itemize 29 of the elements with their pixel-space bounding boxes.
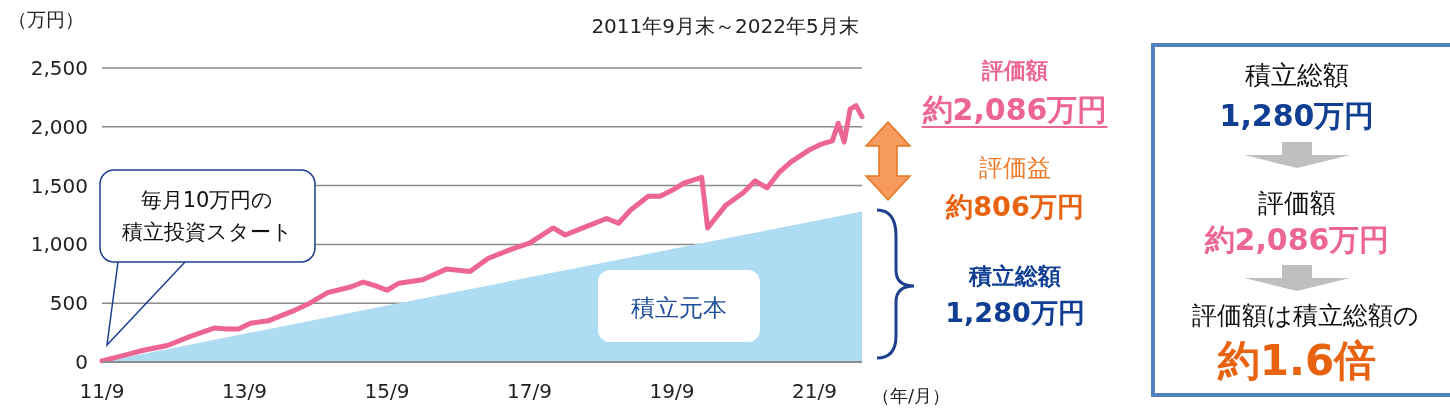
x-tick-label: 11/9 [79,379,125,403]
series-label: 積立元本 [631,294,727,322]
y-axis-title: （万円） [8,8,84,30]
chart-subtitle: 2011年9月末～2022年5月末 [591,14,859,38]
y-tick-label: 0 [75,350,88,374]
text: 1,280万円 [1219,98,1375,133]
text: 評価額 [1258,188,1336,218]
text: 評価額は積立総額の [1191,301,1419,330]
x-tick-label: 15/9 [364,379,410,403]
text: 約2,086万円 [1203,222,1390,257]
x-axis-title: （年/月） [872,385,951,406]
text: 評価額 [981,58,1048,83]
x-tick-label: 19/9 [649,379,695,403]
text: 約1.6倍 [1216,336,1377,385]
text: 積立総額 [1245,60,1349,90]
text: 1,280万円 [945,297,1085,328]
y-tick-label: 500 [49,291,88,316]
text: 評価益 [979,154,1051,182]
y-tick-label: 1,000 [30,232,88,257]
y-tick-label: 1,500 [30,173,88,198]
x-tick-label: 21/9 [792,379,837,403]
x-tick-label: 13/9 [222,379,267,403]
text: 約2,086万円 [921,92,1108,127]
text: 約806万円 [945,191,1084,222]
y-tick-label: 2,500 [30,56,88,80]
x-tick-label: 17/9 [507,379,552,403]
text: 積立総額 [968,263,1061,289]
annotation: 毎月10万円の積立投資スタート [121,188,293,244]
y-tick-label: 2,000 [30,114,88,139]
